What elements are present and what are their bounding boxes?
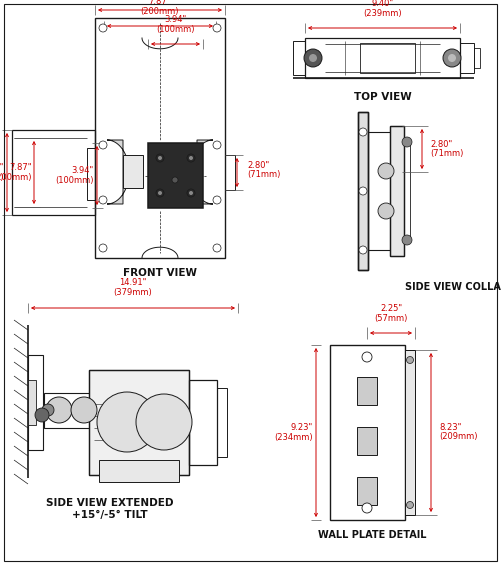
Text: WALL PLATE DETAIL: WALL PLATE DETAIL — [318, 530, 426, 540]
Circle shape — [213, 196, 221, 204]
Circle shape — [35, 408, 49, 422]
Bar — [99, 460, 179, 482]
Text: 8.23"
(209mm): 8.23" (209mm) — [439, 423, 477, 441]
Bar — [357, 377, 377, 405]
Bar — [28, 380, 36, 425]
Circle shape — [362, 352, 372, 362]
Circle shape — [378, 163, 394, 179]
Bar — [474, 48, 480, 68]
Text: SIDE VIEW EXTENDED: SIDE VIEW EXTENDED — [46, 498, 174, 508]
Bar — [405, 350, 415, 515]
Text: 2.80"
(71mm): 2.80" (71mm) — [247, 160, 281, 179]
Circle shape — [213, 141, 221, 149]
Bar — [390, 126, 404, 256]
Bar — [368, 132, 394, 250]
Bar — [460, 43, 474, 73]
Circle shape — [443, 49, 461, 67]
Circle shape — [448, 54, 456, 62]
Bar — [89, 370, 189, 475]
Circle shape — [99, 196, 107, 204]
Bar — [28, 355, 43, 450]
Bar — [358, 112, 368, 270]
Circle shape — [42, 404, 54, 416]
Text: 14.91"
(379mm): 14.91" (379mm) — [114, 279, 152, 297]
Circle shape — [378, 203, 394, 219]
Bar — [293, 41, 305, 75]
Text: 7.87"
(200mm): 7.87" (200mm) — [141, 0, 179, 16]
Circle shape — [213, 24, 221, 32]
Bar — [357, 477, 377, 505]
Bar — [225, 155, 235, 190]
Bar — [330, 345, 405, 520]
Circle shape — [158, 156, 162, 160]
Circle shape — [156, 189, 164, 197]
Circle shape — [187, 154, 195, 162]
Text: 7.87"
(200mm): 7.87" (200mm) — [0, 163, 32, 182]
Text: 3.94"
(100mm): 3.94" (100mm) — [156, 15, 195, 34]
Circle shape — [309, 54, 317, 62]
Text: SIDE VIEW COLLAPSED: SIDE VIEW COLLAPSED — [405, 282, 501, 292]
Circle shape — [99, 244, 107, 252]
Circle shape — [402, 137, 412, 147]
Polygon shape — [191, 140, 213, 204]
Circle shape — [362, 503, 372, 513]
Circle shape — [99, 24, 107, 32]
Text: 8.74"
(222mm): 8.74" (222mm) — [141, 0, 179, 1]
Circle shape — [172, 177, 178, 183]
Bar — [189, 380, 217, 465]
Bar — [148, 143, 203, 208]
Text: 3.94"
(100mm): 3.94" (100mm) — [56, 166, 94, 185]
Circle shape — [189, 191, 193, 195]
Bar — [95, 18, 225, 258]
Circle shape — [406, 357, 413, 363]
Circle shape — [189, 156, 193, 160]
Bar — [87, 148, 95, 200]
Circle shape — [359, 128, 367, 136]
Bar — [404, 142, 410, 240]
Bar — [405, 350, 415, 515]
Circle shape — [71, 397, 97, 423]
Bar — [44, 393, 99, 428]
Circle shape — [359, 246, 367, 254]
Circle shape — [99, 141, 107, 149]
Circle shape — [304, 49, 322, 67]
Bar — [177, 155, 197, 188]
Text: FRONT VIEW: FRONT VIEW — [123, 268, 197, 278]
Circle shape — [213, 244, 221, 252]
Text: 9.40"
(239mm): 9.40" (239mm) — [363, 0, 402, 18]
Text: TOP VIEW: TOP VIEW — [354, 92, 411, 102]
Circle shape — [359, 187, 367, 195]
Text: 2.80"
(71mm): 2.80" (71mm) — [430, 140, 463, 158]
Bar — [217, 388, 227, 457]
Bar — [357, 427, 377, 455]
Circle shape — [136, 394, 192, 450]
Text: 8.74"
(222mm): 8.74" (222mm) — [0, 163, 4, 182]
Circle shape — [406, 502, 413, 509]
Bar — [123, 155, 143, 188]
Circle shape — [97, 392, 157, 452]
Circle shape — [156, 154, 164, 162]
Text: 2.25"
(57mm): 2.25" (57mm) — [374, 305, 408, 323]
Bar — [12, 130, 95, 215]
Text: +15°/-5° TILT: +15°/-5° TILT — [72, 510, 148, 520]
Bar — [89, 370, 189, 475]
Bar — [305, 38, 460, 78]
Text: 9.23"
(234mm): 9.23" (234mm) — [275, 423, 313, 442]
Bar — [360, 43, 415, 73]
Circle shape — [158, 191, 162, 195]
Circle shape — [46, 397, 72, 423]
Polygon shape — [107, 140, 129, 204]
Circle shape — [187, 189, 195, 197]
Bar — [390, 126, 404, 256]
Bar — [358, 112, 368, 270]
Circle shape — [402, 235, 412, 245]
